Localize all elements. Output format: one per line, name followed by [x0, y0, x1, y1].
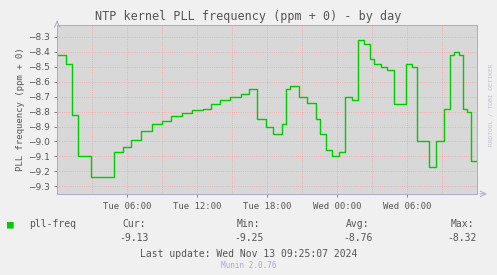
Text: -8.32: -8.32 — [447, 233, 477, 243]
Text: Munin 2.0.76: Munin 2.0.76 — [221, 261, 276, 270]
Text: Max:: Max: — [450, 219, 474, 229]
Text: -9.25: -9.25 — [234, 233, 263, 243]
Text: ■: ■ — [7, 219, 14, 229]
Text: pll-freq: pll-freq — [29, 219, 76, 229]
Text: Min:: Min: — [237, 219, 260, 229]
Text: NTP kernel PLL frequency (ppm + 0) - by day: NTP kernel PLL frequency (ppm + 0) - by … — [95, 10, 402, 23]
Text: -9.13: -9.13 — [119, 233, 149, 243]
Text: RRDTOOL / TOBI OETIKER: RRDTOOL / TOBI OETIKER — [489, 63, 494, 146]
Y-axis label: PLL frequency (ppm + 0): PLL frequency (ppm + 0) — [16, 48, 25, 171]
Text: Cur:: Cur: — [122, 219, 146, 229]
Text: Avg:: Avg: — [346, 219, 370, 229]
Text: -8.76: -8.76 — [343, 233, 373, 243]
Text: Last update: Wed Nov 13 09:25:07 2024: Last update: Wed Nov 13 09:25:07 2024 — [140, 249, 357, 259]
